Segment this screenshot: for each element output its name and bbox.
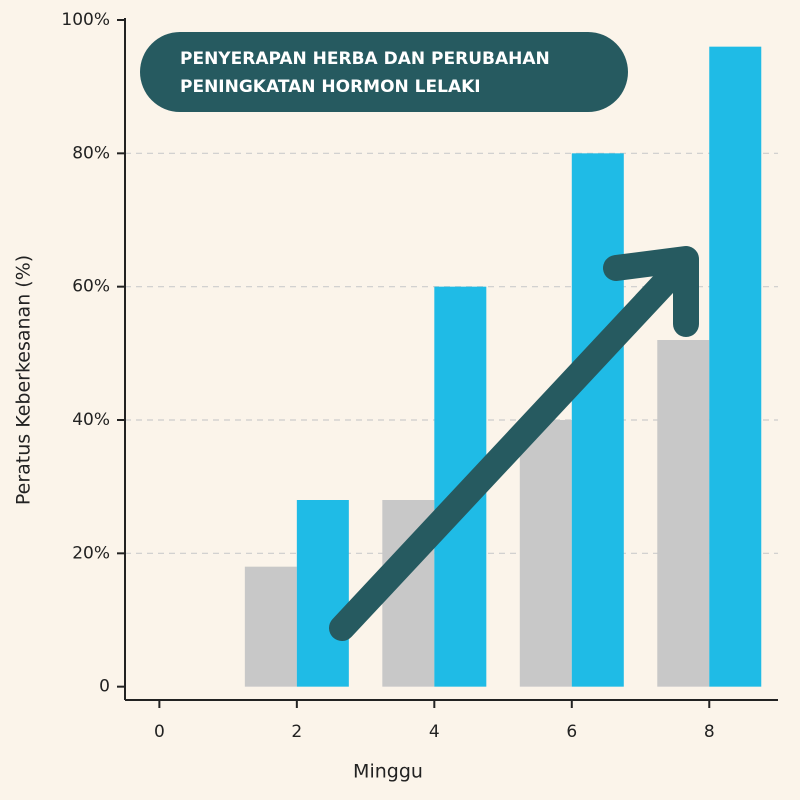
x-axis-label: Minggu (353, 761, 423, 783)
bar (709, 46, 762, 687)
bar (657, 340, 710, 687)
x-tick-label: 8 (704, 722, 715, 742)
bar (571, 153, 624, 687)
y-tick-label: 80% (72, 143, 110, 163)
bar (519, 420, 572, 687)
arrow-shaft (329, 262, 685, 641)
x-tick-label: 4 (429, 722, 440, 742)
chart-title: PENINGKATAN HORMON LELAKI (180, 77, 481, 97)
chart-title: PENYERAPAN HERBA DAN PERUBAHAN (180, 49, 550, 69)
bar (244, 566, 297, 687)
bar (296, 500, 349, 687)
arrow-head (603, 246, 699, 337)
x-tick-label: 6 (566, 722, 577, 742)
y-axis-label: Peratus Keberkesanan (%) (13, 255, 35, 505)
y-tick-label: 40% (72, 410, 110, 430)
trend-arrow (329, 246, 699, 641)
x-tick-label: 0 (154, 722, 165, 742)
x-tick-label: 2 (291, 722, 302, 742)
y-tick-label: 60% (72, 277, 110, 297)
y-tick-label: 0 (99, 677, 110, 697)
title-box (140, 32, 628, 112)
y-tick-label: 100% (61, 10, 110, 30)
y-tick-label: 20% (72, 543, 110, 563)
